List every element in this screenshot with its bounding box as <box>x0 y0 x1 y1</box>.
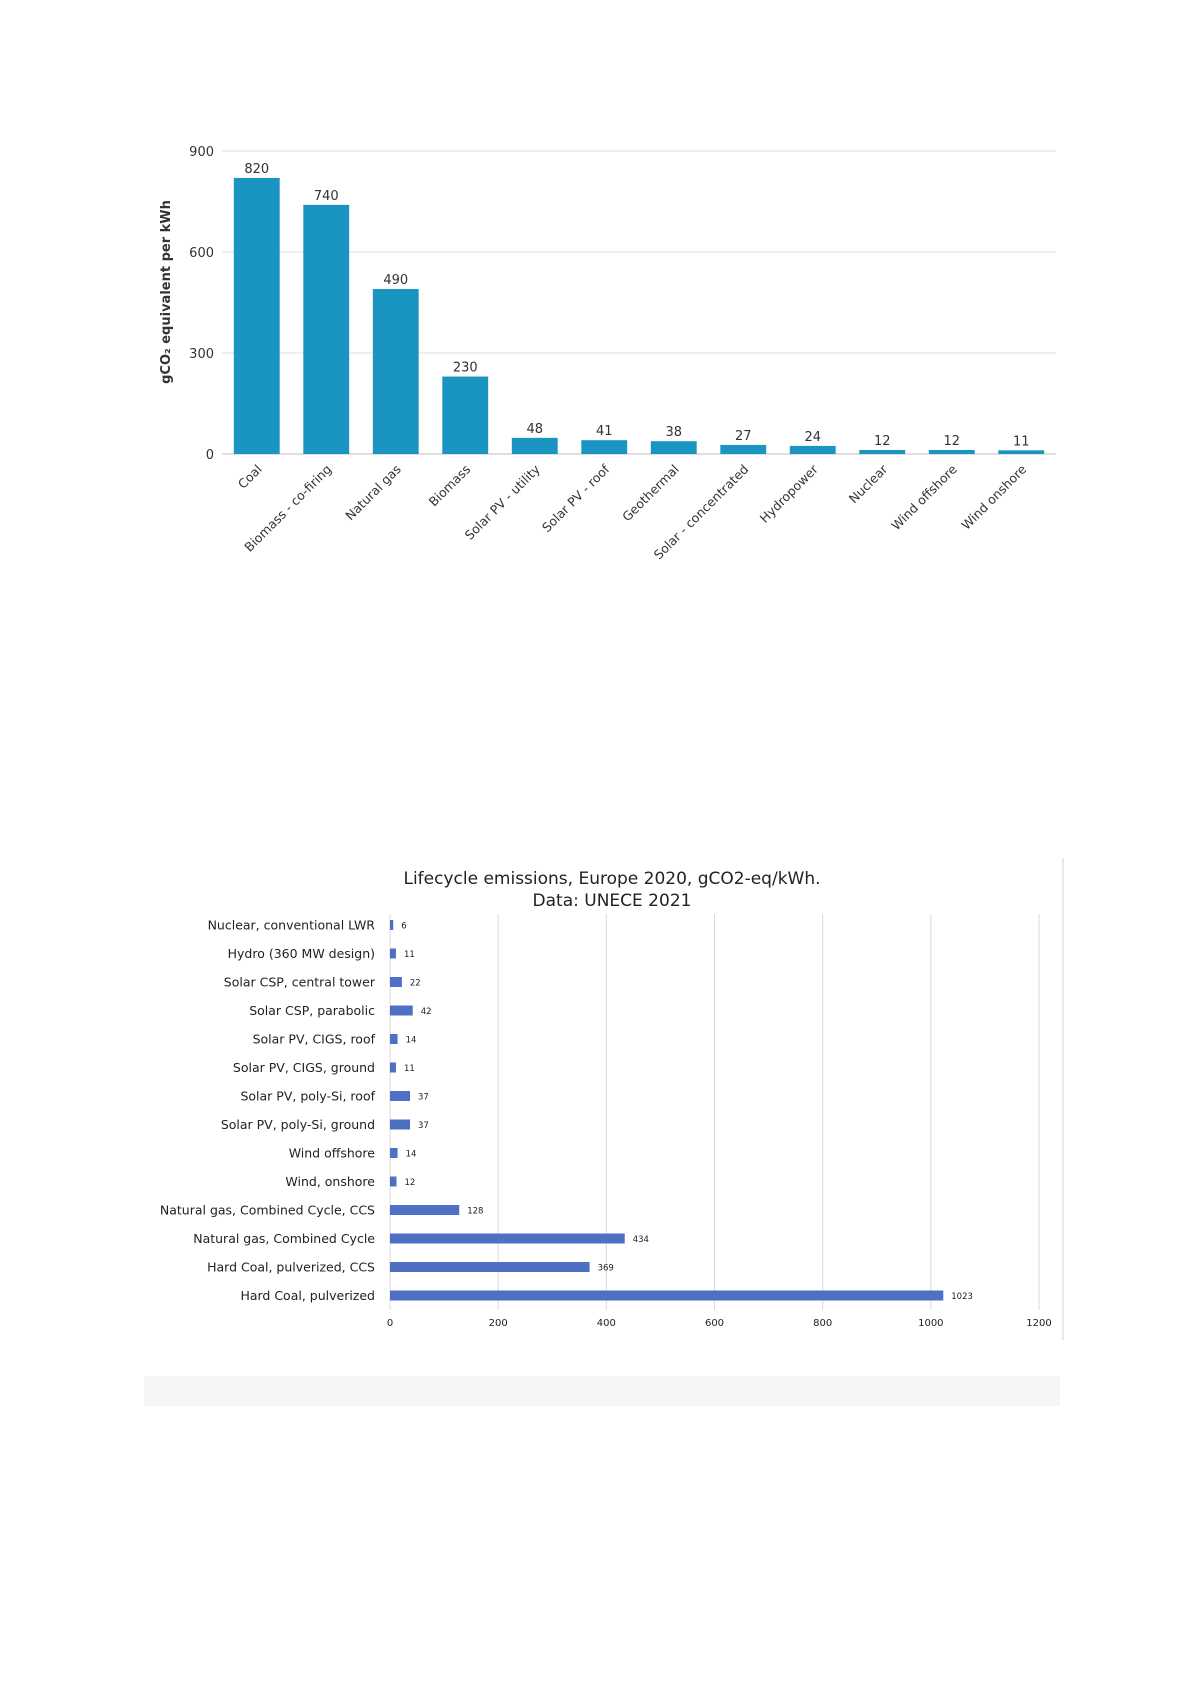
chart2-data-labels: 6 11 22 42 14 11 37 37 14 12 128 434 369 1023 <box>401 922 973 1303</box>
chart2-bar <box>390 1233 625 1244</box>
chart1-bar <box>789 445 836 454</box>
chart2-category-label: Solar PV, CIGS, ground <box>233 1060 375 1075</box>
chart2-data-label: 128 <box>467 1207 483 1217</box>
chart2-data-label: 11 <box>404 950 415 960</box>
chart1-bar <box>511 437 558 454</box>
chart2-bar <box>390 1148 398 1158</box>
chart2-bar <box>390 920 394 930</box>
chart1-bars <box>233 177 1045 454</box>
chart1-bar <box>442 376 489 454</box>
caption-strip <box>144 1376 1060 1406</box>
chart1-data-label: 27 <box>735 429 752 444</box>
chart1-gridlines <box>222 150 1056 455</box>
chart1-y-tick-label: 900 <box>189 145 214 160</box>
chart1-data-label: 41 <box>596 424 613 439</box>
chart1-y-axis-label: gCO₂ equivalent per kWh <box>159 200 174 384</box>
chart2-category-label: Nuclear, conventional LWR <box>208 918 376 933</box>
chart2-data-label: 14 <box>406 1150 417 1160</box>
chart2-bar <box>390 1062 396 1073</box>
chart2-x-tick-label: 1200 <box>1026 1318 1051 1329</box>
chart2-data-label: 12 <box>404 1178 415 1188</box>
chart1-bar <box>581 440 628 454</box>
chart2-bar <box>390 1205 460 1215</box>
chart2-bars <box>390 920 944 1301</box>
chart1-bar <box>650 441 697 454</box>
chart1-data-label: 11 <box>1013 434 1030 449</box>
chart1-bar <box>720 444 767 454</box>
chart2-data-label: 369 <box>598 1264 614 1274</box>
chart1-data-label: 490 <box>383 273 408 288</box>
chart2-data-label: 14 <box>406 1036 417 1046</box>
chart2-category-label: Wind, onshore <box>285 1174 375 1189</box>
chart1-data-label: 48 <box>526 422 543 437</box>
chart2-category-label: Solar PV, poly-Si, ground <box>221 1117 375 1132</box>
chart2-x-tick-label: 0 <box>387 1318 393 1329</box>
chart2-bar <box>390 1005 413 1016</box>
chart1-data-label: 820 <box>244 162 269 177</box>
chart2-bar <box>390 948 396 959</box>
chart1-bar <box>928 449 975 454</box>
chart2-category-label: Solar PV, poly-Si, roof <box>240 1089 375 1104</box>
chart2-data-label: 434 <box>633 1235 649 1245</box>
chart2-data-label: 1023 <box>951 1292 973 1302</box>
chart1-data-label: 12 <box>874 434 891 449</box>
chart2-subtitle: Data: UNECE 2021 <box>533 891 692 911</box>
chart1-bar <box>372 289 419 454</box>
chart2-category-label: Hard Coal, pulverized, CCS <box>207 1260 375 1275</box>
chart2-x-tick-label: 800 <box>813 1318 832 1329</box>
chart2-bar <box>390 1262 590 1272</box>
chart2-x-tick-label: 600 <box>705 1318 724 1329</box>
chart1-data-label: 740 <box>314 189 339 204</box>
chart2-bar <box>390 1176 397 1187</box>
chart2-data-label: 37 <box>418 1121 429 1131</box>
chart1-bar <box>998 450 1045 454</box>
chart2-x-tick-labels: 0 200 400 600 800 1000 1200 <box>387 1318 1052 1329</box>
chart1-y-tick-label: 0 <box>206 448 214 463</box>
chart2-data-label: 37 <box>418 1093 429 1103</box>
chart2-bar <box>390 1091 411 1101</box>
chart2-x-tick-label: 1000 <box>918 1318 943 1329</box>
chart1-data-label: 38 <box>665 425 682 440</box>
chart1-y-tick-label: 600 <box>189 246 214 261</box>
chart2-bar <box>390 1034 398 1044</box>
chart1-data-label: 24 <box>804 430 821 445</box>
chart1-bar <box>303 204 350 454</box>
chart2-category-label: Hydro (360 MW design) <box>228 946 375 961</box>
chart1-y-tick-label: 300 <box>189 347 214 362</box>
chart2-category-labels: Nuclear, conventional LWR Hydro (360 MW d… <box>160 918 376 1304</box>
chart2-category-label: Solar PV, CIGS, roof <box>253 1032 376 1047</box>
chart2-bar <box>390 1290 944 1301</box>
chart2-gridlines <box>389 914 1040 1310</box>
chart2-bar <box>390 977 402 987</box>
chart2-category-label: Hard Coal, pulverized <box>240 1288 375 1303</box>
chart2-bar <box>390 1119 411 1130</box>
chart2-category-label: Natural gas, Combined Cycle, CCS <box>160 1203 375 1218</box>
chart2-data-label: 42 <box>421 1007 432 1017</box>
chart1-data-labels: 820 740 490 230 48 41 38 27 24 12 12 11 <box>244 162 1029 449</box>
chart2-category-label: Wind offshore <box>289 1146 376 1161</box>
chart2-data-label: 6 <box>401 922 406 932</box>
chart2-title: Lifecycle emissions, Europe 2020, gCO2-e… <box>403 869 820 889</box>
chart2-data-label: 22 <box>410 979 421 989</box>
chart1-data-label: 12 <box>943 434 960 449</box>
chart1-data-label: 230 <box>453 361 478 376</box>
chart2-category-label: Natural gas, Combined Cycle <box>193 1231 375 1246</box>
chart2-category-label: Solar CSP, central tower <box>224 975 376 990</box>
chart1-bar <box>859 449 906 454</box>
chart1-bar <box>233 177 280 454</box>
chart2-x-tick-label: 200 <box>489 1318 508 1329</box>
chart1-y-tick-labels: 0 300 600 900 <box>189 145 214 463</box>
chart2-data-label: 11 <box>404 1064 415 1074</box>
chart2-category-label: Solar CSP, parabolic <box>249 1003 375 1018</box>
chart2-x-tick-label: 400 <box>597 1318 616 1329</box>
